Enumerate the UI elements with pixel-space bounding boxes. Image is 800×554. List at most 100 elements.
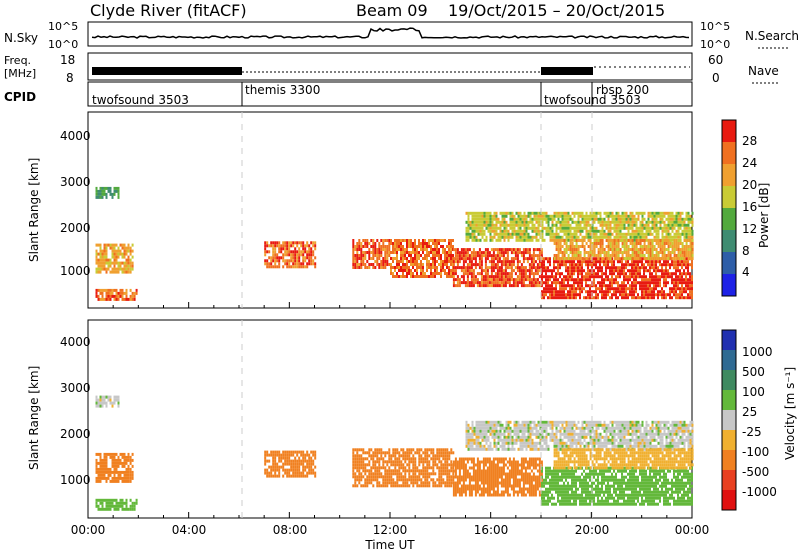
heatmap-cell	[555, 290, 557, 294]
heatmap-cell	[685, 257, 687, 261]
heatmap-cell	[454, 254, 457, 258]
heatmap-cell	[689, 281, 691, 285]
heatmap-cell	[631, 242, 634, 245]
heatmap-cell	[569, 229, 572, 233]
heatmap-cell	[402, 275, 404, 278]
heatmap-cell	[617, 232, 620, 236]
heatmap-cell	[469, 220, 472, 224]
heatmap-cell	[388, 466, 391, 470]
heatmap-cell	[477, 211, 480, 215]
heatmap-cell	[426, 248, 428, 251]
heatmap-cell	[539, 229, 542, 233]
heatmap-cell	[135, 498, 138, 502]
heatmap-cell	[523, 226, 526, 230]
heatmap-cell	[549, 290, 551, 294]
heatmap-cell	[669, 235, 672, 239]
heatmap-cell	[583, 287, 585, 291]
heatmap-cell	[484, 248, 487, 252]
heatmap-cell	[585, 220, 588, 224]
heatmap-cell	[472, 469, 475, 473]
heatmap-cell	[655, 275, 657, 279]
heatmap-cell	[270, 244, 273, 248]
heatmap-cell	[107, 395, 110, 399]
heatmap-cell	[473, 211, 476, 215]
heatmap-cell	[593, 220, 596, 224]
heatmap-cell	[456, 251, 459, 255]
heatmap-cell	[412, 475, 415, 479]
y-tick-label: 1000	[60, 264, 91, 278]
heatmap-cell	[671, 242, 674, 245]
heatmap-cell	[467, 211, 470, 215]
heatmap-cell	[581, 239, 584, 242]
heatmap-cell	[436, 448, 439, 452]
heatmap-cell	[95, 498, 98, 502]
heatmap-cell	[629, 263, 631, 267]
heatmap-cell	[659, 226, 662, 230]
heatmap-cell	[501, 220, 504, 224]
heatmap-cell	[681, 257, 684, 260]
heatmap-cell	[312, 241, 315, 245]
heatmap-cell	[131, 267, 134, 271]
heatmap-cell	[587, 296, 589, 300]
heatmap-cell	[362, 466, 365, 470]
heatmap-cell	[641, 245, 644, 248]
heatmap-cell	[410, 260, 412, 263]
heatmap-cell	[519, 211, 522, 215]
heatmap-cell	[436, 251, 438, 254]
heatmap-cell	[547, 257, 549, 261]
heatmap-cell	[432, 466, 435, 470]
heatmap-cell	[661, 263, 663, 267]
heatmap-cell	[649, 287, 651, 291]
heatmap-cell	[390, 469, 393, 473]
heatmap-cell	[462, 281, 465, 285]
heatmap-cell	[661, 211, 664, 215]
heatmap-cell	[420, 266, 422, 269]
heatmap-cell	[366, 478, 369, 482]
heatmap-cell	[512, 472, 515, 476]
heatmap-cell	[649, 214, 652, 218]
heatmap-cell	[440, 239, 442, 242]
heatmap-cell	[611, 254, 614, 257]
heatmap-cell	[398, 472, 401, 476]
heatmap-cell	[378, 472, 381, 476]
heatmap-cell	[503, 211, 506, 215]
heatmap-cell	[689, 287, 691, 291]
heatmap-cell	[637, 214, 640, 218]
heatmap-cell	[115, 504, 118, 508]
heatmap-cell	[458, 281, 461, 285]
heatmap-cell	[561, 223, 564, 227]
heatmap-cell	[545, 266, 547, 270]
heatmap-cell	[683, 290, 685, 294]
heatmap-cell	[464, 266, 467, 270]
heatmap-cell	[507, 232, 510, 236]
heatmap-cell	[404, 469, 407, 473]
heatmap-cell	[589, 214, 592, 218]
heatmap-cell	[109, 243, 112, 247]
heatmap-cell	[274, 259, 277, 263]
heatmap-cell	[520, 254, 523, 258]
heatmap-cell	[300, 241, 303, 245]
heatmap-cell	[414, 472, 417, 476]
heatmap-cell	[671, 257, 674, 260]
heatmap-cell	[667, 214, 670, 218]
heatmap-cell	[563, 254, 566, 257]
heatmap-cell	[466, 257, 469, 261]
heatmap-cell	[414, 251, 416, 254]
heatmap-cell	[691, 257, 694, 260]
heatmap-cell	[129, 473, 132, 477]
heatmap-cell	[585, 275, 587, 279]
heatmap-cell	[117, 249, 120, 253]
heatmap-cell	[450, 451, 453, 455]
heatmap-cell	[308, 262, 311, 266]
heatmap-cell	[103, 252, 106, 256]
heatmap-cell	[109, 288, 112, 292]
heatmap-cell	[470, 457, 473, 461]
heatmap-cell	[444, 248, 446, 251]
heatmap-cell	[655, 272, 657, 276]
heatmap-cell	[410, 251, 412, 254]
heatmap-cell	[121, 470, 124, 474]
heatmap-region	[95, 498, 138, 511]
heatmap-cell	[430, 263, 432, 266]
heatmap-cell	[581, 220, 584, 224]
heatmap-cell	[492, 490, 495, 494]
